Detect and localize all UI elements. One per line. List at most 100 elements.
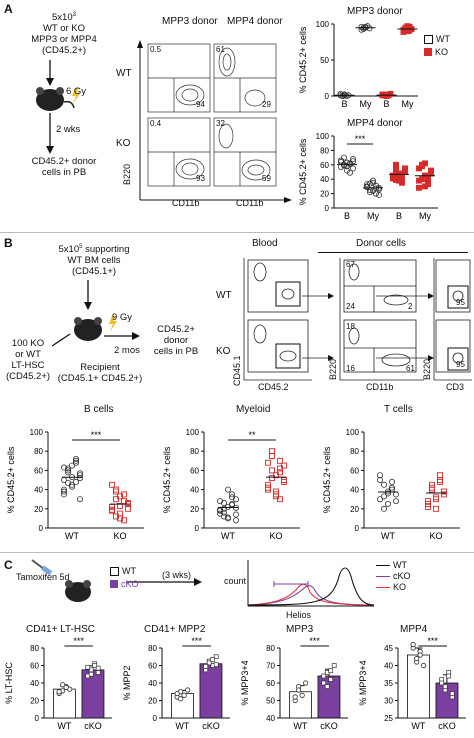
facs-y-label-a: B220 (122, 163, 132, 185)
facs-val-mpp4-ko-br: 59 (262, 174, 271, 183)
data-point-ko (273, 493, 279, 500)
data-point-cko (328, 668, 334, 674)
irradiation-dose-b: 9 Gy (112, 312, 133, 323)
x-tick-label: WT (293, 721, 307, 731)
y-tick-label: 20 (320, 190, 329, 199)
data-point-wt (376, 186, 383, 193)
y-tick-label: 20 (350, 505, 359, 514)
x-tick-label: WT (175, 721, 189, 731)
c-legend-cko-swatch (110, 580, 118, 588)
c-legend-wt-swatch (110, 566, 119, 576)
data-point-ko (125, 505, 131, 512)
data-point-wt (77, 472, 84, 479)
chart-b1-title: B cells (84, 404, 114, 415)
facs-val-mpp4-wt-br: 29 (262, 100, 271, 109)
x-tick-label: WT (65, 531, 79, 541)
x-tick-label: KO (113, 531, 126, 541)
chart-a-legend: WT KO (424, 34, 450, 57)
panel-b-mouse-diagram (52, 280, 140, 347)
panel-letter-a: A (4, 2, 13, 16)
data-point-ko (422, 183, 428, 190)
tamoxifen-label: Tamoxifen 5d (16, 572, 70, 582)
facs-x-label-a: CD11b (172, 198, 200, 208)
data-point-ko (269, 475, 275, 482)
y-axis-label: % CD45.2+ cells (298, 138, 308, 205)
data-point-cko (203, 664, 209, 669)
chart-a1-title: MPP3 donor (347, 6, 403, 17)
data-point-wt (229, 494, 236, 501)
data-point-wt (56, 689, 62, 695)
data-point-wt (217, 510, 224, 517)
hist-legend-ko-line (376, 586, 390, 589)
y-tick-label: 60 (266, 679, 275, 688)
b-val-ko-tl: 18 (346, 322, 355, 331)
chart-c2-title: CD41+ MPP2 (144, 624, 206, 635)
legend-ko-swatch (424, 48, 432, 56)
y-tick-label: 20 (190, 505, 199, 514)
y-axis-label: % MPP2 (122, 665, 132, 700)
x-tick-label: WT (221, 531, 235, 541)
y-tick-label: 40 (34, 486, 43, 495)
facs-val-mpp3-wt-br: 94 (196, 100, 205, 109)
data-point-cko (442, 684, 448, 689)
b-axis-x3: CD3 (446, 382, 465, 392)
data-point-ko (437, 477, 443, 483)
b-val-wt-br: 2 (408, 302, 413, 311)
data-point-ko (390, 173, 396, 180)
data-point-wt (364, 181, 371, 188)
y-tick-label: 0 (35, 714, 40, 723)
data-point-ko (441, 488, 447, 495)
b-val-ko-br: 61 (406, 364, 415, 373)
panel-c-legend: WT cKO (110, 566, 139, 589)
y-axis-label: % CD45.2+ cells (322, 446, 332, 513)
data-point-wt (303, 680, 309, 686)
data-point-wt (366, 25, 373, 32)
data-point-ko (281, 477, 287, 483)
significance-label: *** (73, 636, 84, 646)
data-point-wt (63, 684, 69, 690)
y-tick-label: 0 (355, 524, 360, 533)
y-tick-label: 60 (350, 466, 359, 475)
readout-b: CD45.2+ donor cells in PB (153, 324, 199, 357)
data-point-cko (321, 673, 327, 679)
facs-header-mpp4: MPP4 donor (227, 16, 283, 27)
data-point-ko (113, 488, 119, 495)
data-point-wt (377, 496, 384, 503)
data-point-cko (321, 680, 327, 686)
data-point-wt (381, 493, 388, 500)
separator-ab (0, 232, 474, 233)
data-point-wt (350, 158, 357, 165)
data-point-ko (109, 481, 115, 488)
b-axis-y3: B220 (422, 358, 432, 380)
recipient-b: Recipient (CD45.1+ CD45.2+) (57, 362, 143, 384)
x-tick-label: My (367, 211, 379, 221)
data-point-wt (373, 185, 380, 192)
x-tick-label: WT (57, 721, 71, 731)
donor-line-3: MPP3 or MPP4 (31, 34, 97, 46)
y-tick-label: 80 (190, 447, 199, 456)
data-point-wt (417, 652, 423, 658)
data-point-wt (393, 498, 400, 505)
y-axis-label: % LT-HSC (4, 662, 14, 704)
data-point-ko (269, 448, 275, 455)
data-point-wt (296, 687, 302, 693)
chart-b2: 0 20 40 60 80 100 WT KO ** % CD45.2+ cells (162, 428, 300, 541)
data-point-wt (341, 154, 348, 161)
donor-line-4: (CD45.2+) (41, 45, 87, 57)
data-point-wt (385, 490, 392, 497)
data-point-wt (69, 483, 76, 490)
helios-histogram (247, 560, 375, 607)
y-tick-label: 40 (30, 679, 39, 688)
data-point-cko (213, 662, 219, 667)
facs-row-ko: KO (116, 138, 131, 149)
data-point-wt (181, 692, 187, 698)
data-point-ko (109, 506, 115, 513)
data-point-wt (347, 169, 354, 176)
data-point-wt (77, 496, 84, 503)
data-point-cko (213, 654, 219, 660)
chart-a1: 0 50 100 B My B My % CD45.2+ cells (298, 20, 418, 109)
chart-c1-title: CD41+ LT-HSC (26, 624, 96, 635)
data-point-wt (344, 159, 351, 166)
data-point-wt (174, 690, 180, 697)
data-point-ko (393, 164, 399, 170)
